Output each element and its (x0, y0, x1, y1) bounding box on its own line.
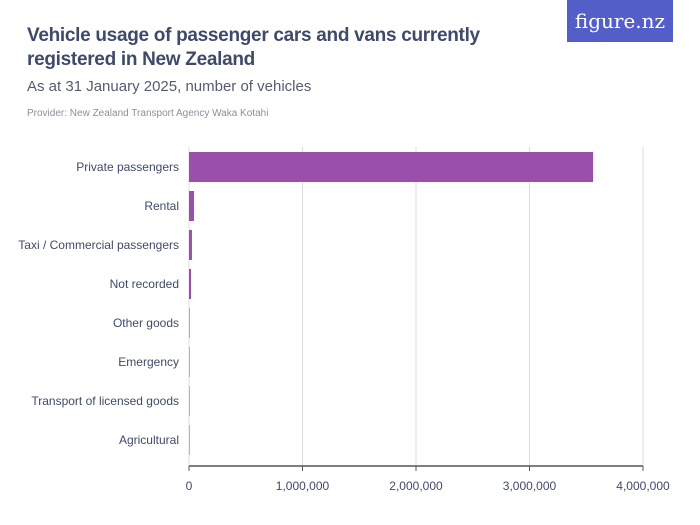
bar (189, 269, 192, 299)
category-label: Agricultural (119, 433, 179, 447)
category-label: Not recorded (110, 277, 179, 291)
category-label: Emergency (118, 355, 179, 369)
chart-title: Vehicle usage of passenger cars and vans… (27, 25, 480, 70)
x-tick-label: 1,000,000 (276, 479, 330, 493)
category-label: Taxi / Commercial passengers (18, 238, 179, 252)
figure-nz-logo[interactable]: figure.nz (567, 0, 673, 42)
category-label: Transport of licensed goods (31, 394, 179, 408)
x-tick-label: 4,000,000 (616, 479, 670, 493)
x-tick-label: 0 (186, 479, 193, 493)
category-label: Private passengers (76, 160, 179, 174)
provider-text: Provider: New Zealand Transport Agency W… (27, 108, 269, 119)
chart-subtitle: As at 31 January 2025, number of vehicle… (27, 78, 312, 95)
bar (189, 347, 190, 377)
category-label: Other goods (113, 316, 179, 330)
x-tick-label: 2,000,000 (389, 479, 443, 493)
bar (189, 425, 190, 455)
bar (189, 230, 192, 260)
category-label: Rental (144, 199, 179, 213)
bar (189, 308, 190, 338)
x-tick-label: 3,000,000 (503, 479, 557, 493)
bar (189, 191, 194, 221)
bar (189, 386, 190, 416)
bar (189, 152, 594, 182)
